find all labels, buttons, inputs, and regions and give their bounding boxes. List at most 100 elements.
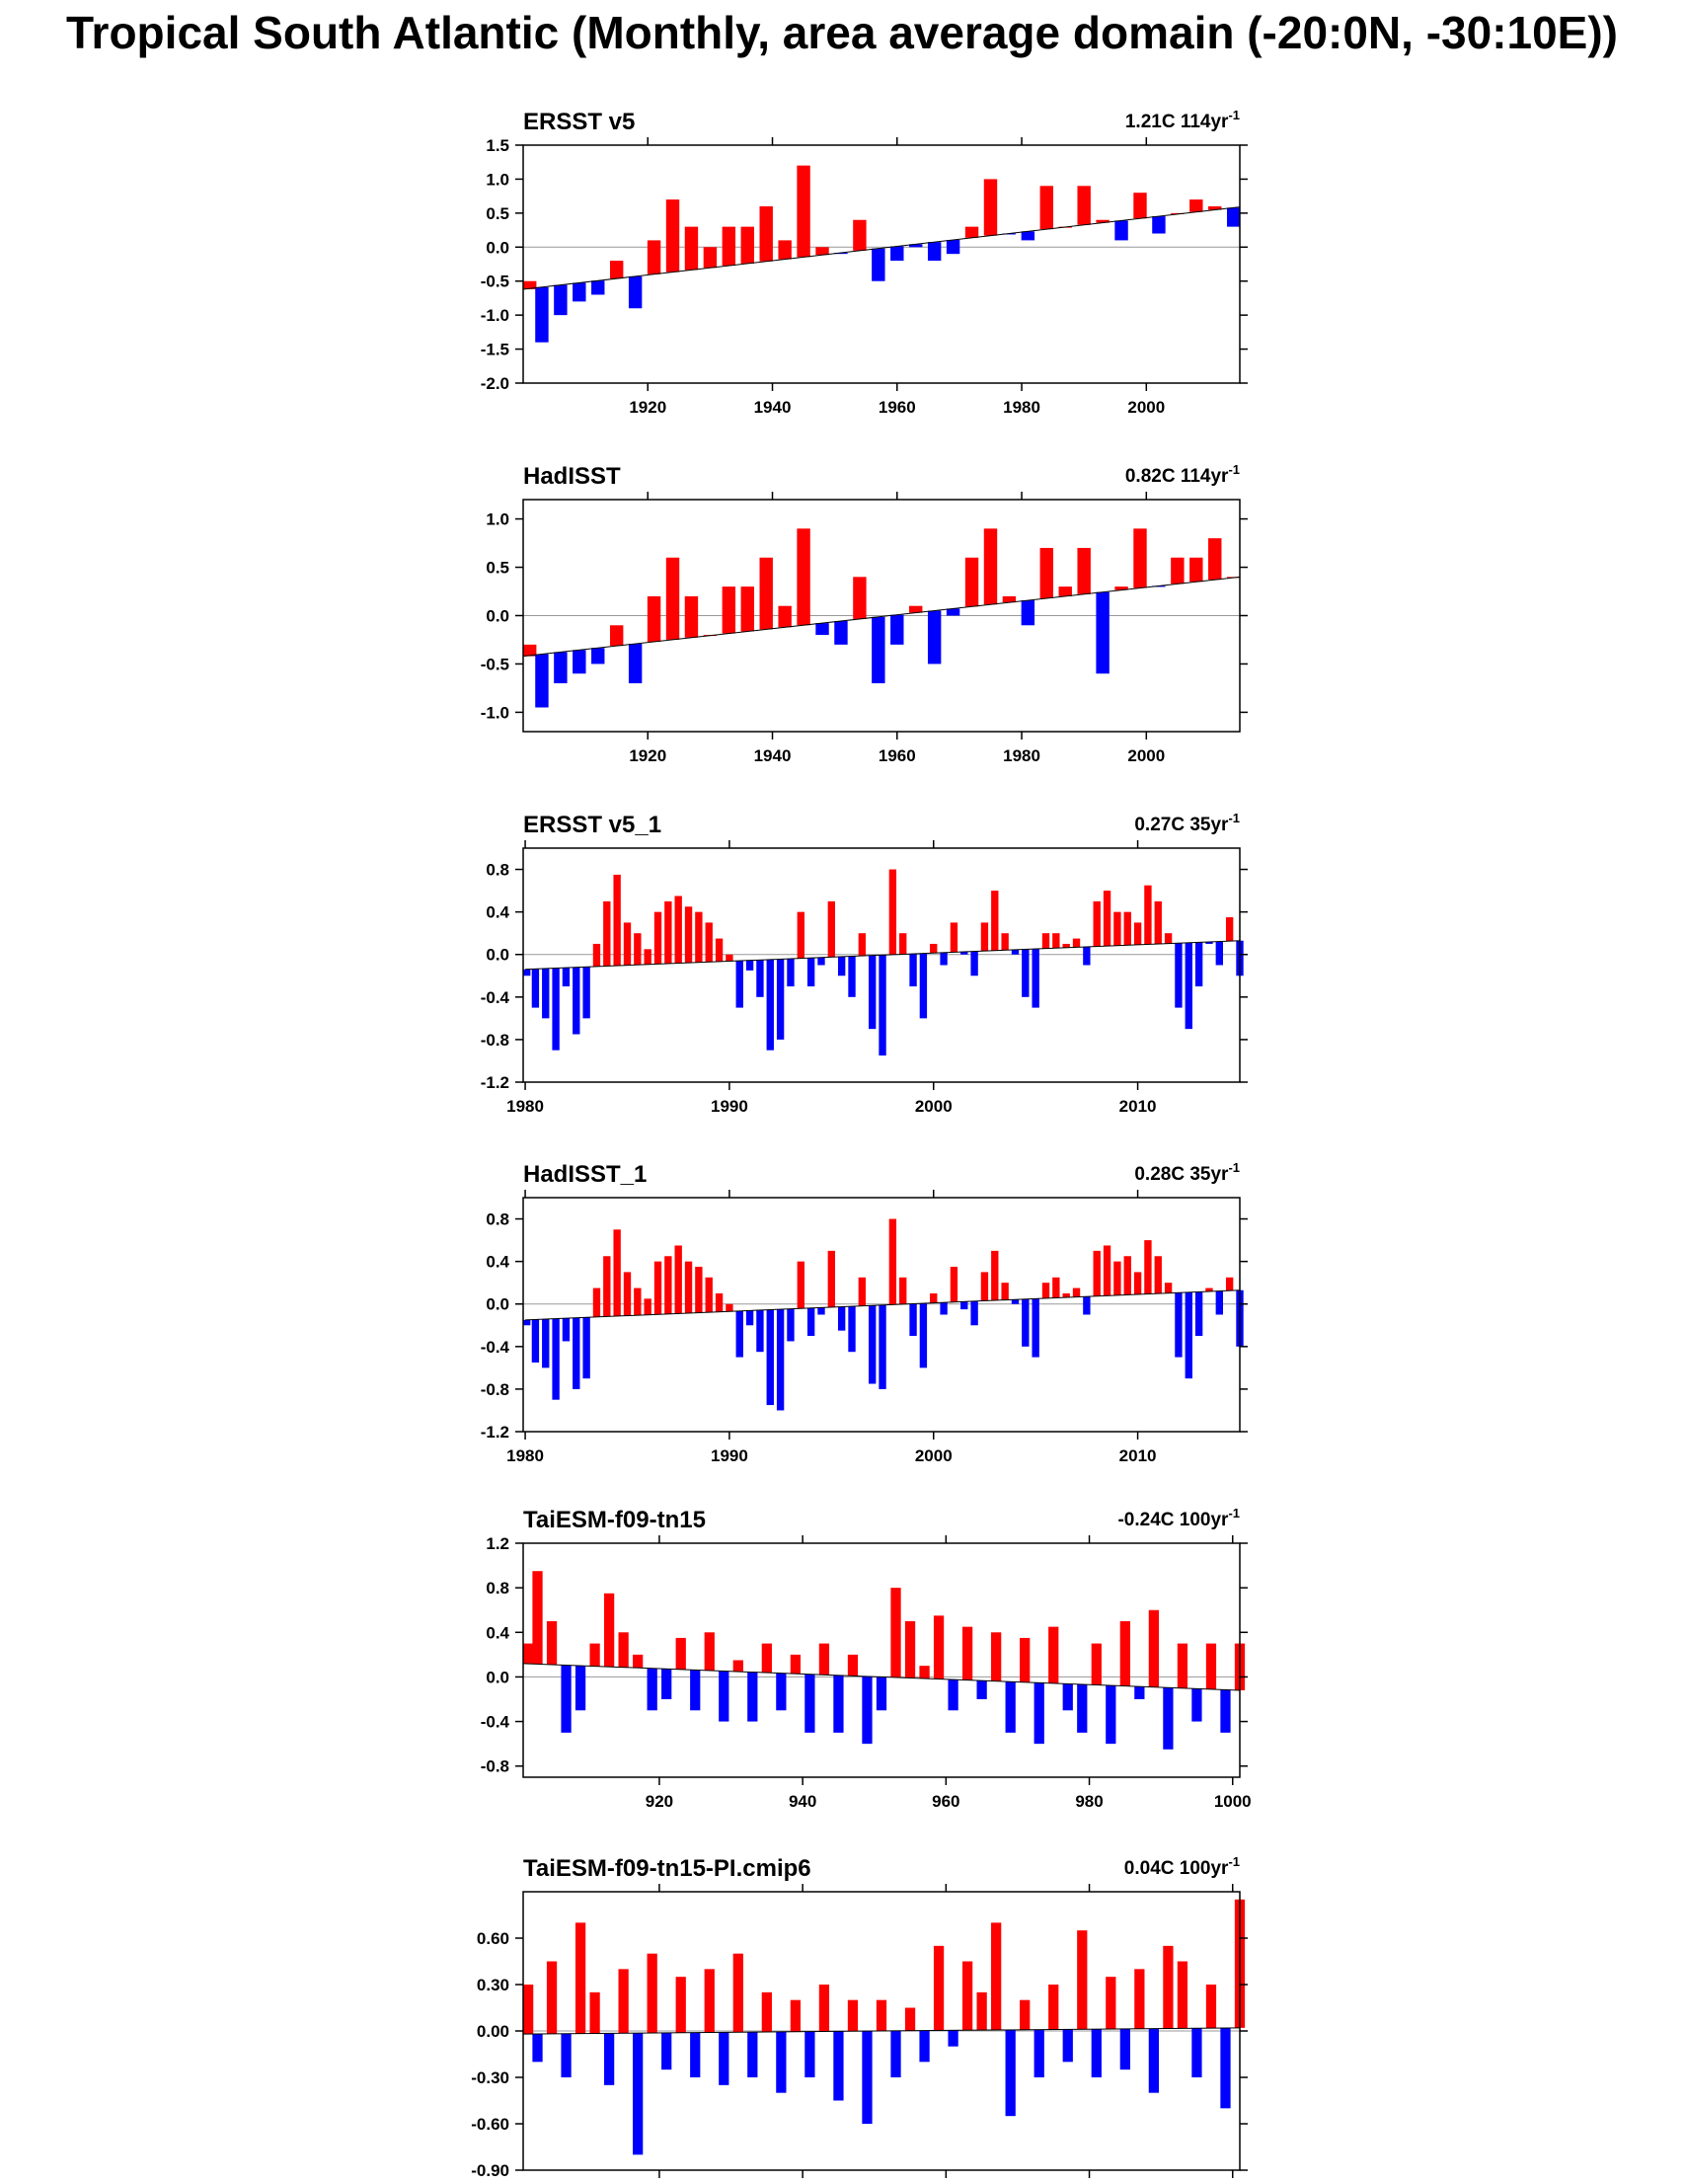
anomaly-bar [591, 648, 605, 664]
anomaly-bar [837, 1306, 846, 1331]
anomaly-bar [961, 1626, 973, 1680]
anomaly-bar [960, 1301, 968, 1310]
anomaly-bar [552, 968, 560, 1051]
anomaly-bar [991, 1250, 999, 1301]
anomaly-bar [690, 1670, 701, 1711]
y-tick-label: 0.0 [486, 1295, 509, 1314]
anomaly-bar [1189, 557, 1203, 583]
anomaly-bar [726, 954, 733, 962]
anomaly-bar [847, 1999, 859, 2032]
trend-label: 0.28C 35yr-1 [1134, 1160, 1240, 1185]
anomaly-bar [776, 2031, 787, 2093]
x-tick-label: 2000 [915, 1097, 953, 1116]
panel-title: TaiESM-f09-tn15 [523, 1507, 706, 1533]
anomaly-bar [1194, 1291, 1203, 1337]
anomaly-bar [1032, 949, 1039, 1008]
trend-label: -0.24C 100yr-1 [1117, 1506, 1240, 1530]
anomaly-bar [1154, 1256, 1162, 1294]
anomaly-bar [703, 247, 718, 269]
anomaly-bar [1093, 900, 1101, 947]
anomaly-bar [574, 1666, 586, 1711]
anomaly-bar [735, 1310, 743, 1358]
y-tick-label: 0.0 [486, 607, 509, 626]
anomaly-bar [834, 253, 848, 255]
trend-line [522, 206, 1241, 290]
anomaly-bar [790, 1999, 802, 2032]
anomaly-bar [1191, 2028, 1202, 2077]
anomaly-bar [609, 625, 624, 647]
anomaly-bar [787, 959, 795, 987]
anomaly-bar [790, 1654, 802, 1675]
anomaly-bar [869, 1305, 877, 1384]
chart-panel-4: 0.8 0.4 0.0 -0.4 -0.8 -1.2 1980 1990 2000 2010 Had… [481, 1160, 1248, 1465]
anomaly-bar [542, 1319, 550, 1368]
x-tick-label: 2000 [1127, 746, 1165, 765]
anomaly-bar [1215, 941, 1223, 966]
x-tick-label: 1960 [879, 398, 916, 417]
anomaly-bar [1106, 1977, 1116, 2029]
anomaly-bar [933, 1615, 945, 1679]
anomaly-bar [1154, 900, 1162, 945]
plot-frame [522, 1542, 1241, 1778]
y-tick-label: 0.4 [486, 1623, 509, 1642]
anomaly-bar [1077, 547, 1091, 594]
anomaly-bar [827, 1250, 836, 1307]
anomaly-bar [1058, 586, 1072, 596]
anomaly-bar [991, 1632, 1002, 1681]
anomaly-bar [715, 1292, 724, 1312]
anomaly-bar [983, 528, 998, 605]
x-tick-label: 1920 [629, 398, 666, 417]
y-tick-label: 0.8 [486, 861, 509, 880]
anomaly-bar [1134, 1969, 1145, 2029]
anomaly-bar [554, 652, 568, 684]
anomaly-bar [675, 1977, 686, 2033]
y-tick-label: 1.0 [486, 170, 509, 189]
anomaly-bar [1011, 1299, 1020, 1304]
anomaly-bar [613, 874, 621, 967]
anomaly-bar [1171, 557, 1185, 585]
anomaly-bar [1062, 2029, 1073, 2063]
anomaly-bar [815, 623, 829, 636]
anomaly-bar [674, 896, 682, 964]
anomaly-bar [909, 1303, 917, 1337]
x-tick-label: 1000 [1214, 1792, 1252, 1811]
x-tick-label: 2010 [1119, 1097, 1157, 1116]
anomaly-bar [675, 1637, 686, 1670]
anomaly-bar [1077, 186, 1091, 225]
chart-panel-1: 1.5 1.0 0.5 0.0 -0.5 -1.0 -1.5 -2.0 1920 1940 1960… [481, 108, 1248, 417]
anomaly-bar [1011, 949, 1020, 955]
anomaly-bar [664, 1256, 672, 1314]
anomaly-bar [1164, 1283, 1173, 1293]
anomaly-bar [761, 1991, 772, 2033]
anomaly-bar [1148, 2028, 1160, 2093]
anomaly-bar [1021, 600, 1035, 626]
y-tick-label: 0.0 [486, 946, 509, 965]
anomaly-bar [562, 1318, 571, 1342]
anomaly-bar [695, 1267, 703, 1313]
anomaly-bar [759, 557, 773, 630]
anomaly-bar [848, 956, 856, 997]
anomaly-bar [1001, 1283, 1009, 1300]
anomaly-bar [644, 1298, 651, 1315]
anomaly-bar [747, 2032, 758, 2077]
anomaly-bar [919, 2030, 930, 2063]
anomaly-bar [869, 955, 877, 1030]
x-tick-label: 2000 [915, 1446, 953, 1465]
anomaly-bar [1185, 942, 1192, 1030]
anomaly-bar [532, 1571, 543, 1665]
anomaly-bar [1005, 1681, 1016, 1733]
anomaly-bar [634, 1287, 642, 1316]
anomaly-bar [1001, 933, 1009, 951]
anomaly-bar [879, 955, 886, 1056]
anomaly-bar [719, 1671, 729, 1722]
anomaly-bar [618, 1632, 629, 1668]
trend-label: 1.21C 114yr-1 [1125, 108, 1240, 132]
anomaly-bar [661, 1669, 672, 1699]
anomaly-bar [862, 2031, 873, 2124]
anomaly-bar [980, 1272, 989, 1301]
anomaly-bar [542, 968, 550, 1019]
anomaly-bar [1133, 528, 1147, 588]
anomaly-bar [1189, 199, 1203, 212]
anomaly-bar [1032, 1298, 1039, 1358]
anomaly-bar [1171, 212, 1185, 214]
